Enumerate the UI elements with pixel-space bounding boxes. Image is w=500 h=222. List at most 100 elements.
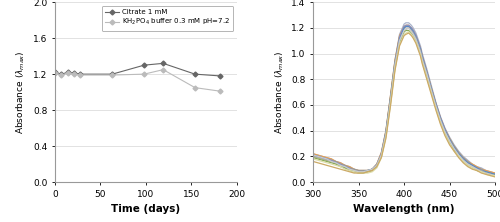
- 4 months: [388, 100, 394, 103]
- 4 months: [428, 89, 434, 92]
- 48 h: [460, 158, 466, 160]
- 4 months: [474, 168, 480, 170]
- 5 months: [433, 107, 439, 110]
- 2 weeks: [492, 173, 498, 176]
- 4 weeks: [324, 159, 330, 162]
- 48 h: [478, 169, 484, 172]
- 0 h: [360, 169, 366, 172]
- 6 h: [333, 160, 339, 163]
- 4 months: [483, 172, 489, 174]
- 6 months: [406, 32, 411, 34]
- 3 h: [338, 161, 344, 164]
- 2 weeks: [451, 146, 457, 149]
- 4 weeks: [378, 154, 384, 157]
- 2 weeks: [320, 156, 326, 159]
- 24 h: [418, 48, 424, 51]
- 4 weeks: [392, 64, 398, 67]
- 2 weeks: [424, 71, 430, 74]
- 2 months: [414, 45, 420, 47]
- 4 months: [492, 174, 498, 177]
- 2 weeks: [378, 154, 384, 157]
- 4 weeks: [420, 57, 426, 60]
- KH$_2$PO$_4$ buffer 0.3 mM pH=7.2: [58, 74, 64, 76]
- 48 h: [438, 117, 444, 119]
- 4 weeks: [310, 155, 316, 158]
- 5 months: [446, 142, 452, 145]
- 6 h: [388, 96, 394, 99]
- 24 h: [464, 161, 470, 164]
- 48 h: [356, 170, 362, 173]
- 4 months: [414, 43, 420, 46]
- 0 h: [492, 172, 498, 174]
- 2 weeks: [438, 118, 444, 120]
- 2 weeks: [474, 166, 480, 169]
- Line: Citrate 1 mM: Citrate 1 mM: [54, 62, 222, 78]
- 24 h: [446, 138, 452, 141]
- 2 weeks: [420, 56, 426, 59]
- 24 h: [483, 170, 489, 173]
- 5 months: [333, 164, 339, 167]
- 6 months: [451, 150, 457, 153]
- 48 h: [446, 138, 452, 141]
- 2 months: [320, 159, 326, 162]
- 2 weeks: [342, 165, 348, 168]
- 3 h: [428, 87, 434, 90]
- Legend: Citrate 1 mM, KH$_2$PO$_4$ buffer 0.3 mM pH=7.2: Citrate 1 mM, KH$_2$PO$_4$ buffer 0.3 mM…: [102, 6, 234, 31]
- 48 h: [413, 34, 419, 37]
- 48 h: [351, 169, 357, 172]
- 5 months: [492, 174, 498, 177]
- 3 h: [396, 34, 402, 37]
- 2 months: [346, 169, 352, 172]
- 3 h: [364, 169, 370, 172]
- 4 weeks: [478, 169, 484, 172]
- 3 h: [346, 165, 352, 168]
- 4 weeks: [338, 164, 344, 167]
- 2 months: [483, 172, 489, 174]
- 4 months: [451, 147, 457, 150]
- 48 h: [403, 24, 409, 27]
- 3 h: [378, 151, 384, 154]
- 6 months: [351, 172, 357, 174]
- 0 h: [370, 168, 376, 170]
- 5 months: [460, 160, 466, 163]
- 4 months: [346, 168, 352, 170]
- 6 h: [364, 169, 370, 172]
- 4 weeks: [383, 133, 389, 136]
- 24 h: [310, 155, 316, 158]
- 4 months: [464, 163, 470, 165]
- 48 h: [360, 170, 366, 173]
- 6 months: [396, 45, 402, 47]
- 5 months: [410, 36, 416, 38]
- 6 months: [374, 165, 380, 168]
- 2 weeks: [464, 161, 470, 164]
- 4 months: [374, 164, 380, 167]
- 5 months: [470, 166, 476, 169]
- Citrate 1 mM: [110, 73, 116, 75]
- 4 weeks: [433, 105, 439, 108]
- 2 months: [378, 155, 384, 158]
- 0 h: [470, 163, 476, 165]
- 48 h: [492, 173, 498, 176]
- 2 weeks: [356, 170, 362, 173]
- 0 h: [364, 169, 370, 172]
- 6 months: [324, 164, 330, 167]
- 0 h: [414, 37, 420, 40]
- 2 months: [420, 60, 426, 63]
- Line: KH$_2$PO$_4$ buffer 0.3 mM pH=7.2: KH$_2$PO$_4$ buffer 0.3 mM pH=7.2: [54, 68, 222, 93]
- 48 h: [424, 70, 430, 73]
- 6 h: [370, 168, 376, 170]
- 3 h: [383, 129, 389, 132]
- 2 weeks: [328, 160, 334, 163]
- 4 weeks: [442, 131, 448, 133]
- Line: 6 months: 6 months: [313, 33, 495, 177]
- 2 months: [413, 40, 419, 42]
- 48 h: [392, 61, 398, 64]
- 3 h: [374, 163, 380, 165]
- Line: 24 h: 24 h: [313, 27, 495, 174]
- 48 h: [488, 172, 494, 174]
- 4 months: [396, 40, 402, 42]
- 5 months: [414, 46, 420, 48]
- 5 months: [403, 32, 409, 34]
- 2 weeks: [370, 168, 376, 170]
- 48 h: [320, 156, 326, 159]
